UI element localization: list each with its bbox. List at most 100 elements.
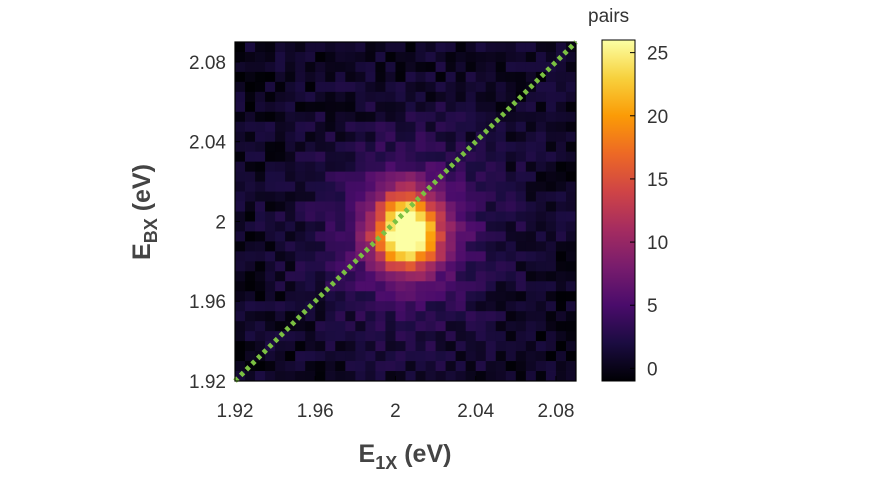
heatmap-cell — [515, 201, 527, 212]
heatmap-cell — [295, 101, 306, 113]
heatmap-cell — [295, 271, 306, 282]
heatmap-cell — [285, 231, 296, 242]
heatmap-cell — [265, 331, 276, 342]
heatmap-cell — [535, 251, 547, 262]
heatmap-cell — [415, 281, 426, 292]
heatmap-cell — [335, 42, 346, 53]
heatmap-cell — [525, 191, 537, 202]
heatmap-cell — [525, 181, 537, 192]
heatmap-cell — [435, 161, 447, 173]
heatmap-cell — [515, 271, 527, 282]
heatmap-cell — [415, 42, 426, 53]
heatmap-cell — [555, 141, 567, 153]
heatmap-cell — [265, 251, 276, 262]
heatmap-cell — [475, 171, 487, 182]
heatmap-cell — [495, 291, 507, 302]
heatmap-cell — [545, 151, 557, 163]
heatmap-cell — [415, 141, 426, 153]
heatmap-cell — [275, 51, 286, 63]
colorbar — [601, 39, 636, 382]
heatmap-cell — [255, 211, 266, 222]
heatmap-cell — [465, 42, 477, 53]
heatmap-cell — [495, 121, 507, 133]
heatmap-cell — [435, 42, 447, 53]
heatmap-cell — [335, 231, 346, 242]
heatmap-cell — [525, 291, 537, 302]
heatmap-cell — [475, 311, 487, 322]
heatmap-cell — [405, 61, 416, 73]
heatmap-cell — [555, 371, 567, 382]
heatmap-cell — [375, 201, 386, 212]
heatmap-cell — [475, 61, 487, 73]
heatmap-cell — [495, 331, 507, 342]
heatmap-cell — [285, 301, 296, 312]
heatmap-cell — [415, 251, 426, 262]
heatmap-cell — [305, 161, 316, 173]
heatmap-cell — [415, 61, 426, 73]
heatmap-cell — [455, 221, 467, 232]
heatmap-cell — [525, 221, 537, 232]
heatmap-cell — [545, 171, 557, 182]
heatmap-cell — [265, 181, 276, 192]
heatmap-cell — [455, 131, 467, 143]
heatmap-cell — [345, 71, 356, 83]
heatmap-cell — [355, 271, 366, 282]
heatmap-cell — [255, 371, 266, 382]
heatmap-cell — [425, 171, 436, 182]
heatmap-cell — [405, 141, 416, 153]
heatmap-cell — [515, 161, 527, 173]
heatmap-cell — [255, 311, 266, 322]
heatmap-cell — [285, 321, 296, 332]
heatmap-cell — [435, 221, 447, 232]
heatmap-cell — [265, 271, 276, 282]
heatmap-cell — [435, 141, 447, 153]
heatmap-cell — [495, 181, 507, 192]
heatmap-cell — [415, 51, 426, 63]
heatmap-cell — [285, 111, 296, 123]
heatmap-cell — [365, 371, 376, 382]
heatmap-cell — [265, 131, 276, 143]
heatmap-cell — [565, 61, 577, 73]
heatmap-cell — [425, 231, 436, 242]
heatmap-cell — [355, 281, 366, 292]
heatmap-cell — [435, 361, 447, 372]
heatmap-cell — [235, 151, 246, 163]
heatmap-cell — [245, 171, 256, 182]
heatmap-cell — [265, 321, 276, 332]
heatmap-cell — [405, 301, 416, 312]
heatmap-cell — [245, 161, 256, 173]
heatmap-cell — [455, 161, 467, 173]
colorbar-tick-label: 15 — [647, 170, 668, 191]
heatmap-cell — [355, 221, 366, 232]
heatmap-cell — [455, 331, 467, 342]
heatmap-cell — [285, 171, 296, 182]
heatmap-cell — [445, 251, 457, 262]
heatmap-cell — [555, 231, 567, 242]
heatmap-cell — [425, 351, 436, 362]
heatmap-cell — [415, 121, 426, 133]
heatmap-cell — [545, 81, 557, 93]
heatmap-cell — [325, 101, 336, 113]
heatmap-cell — [285, 241, 296, 252]
heatmap-cell — [525, 351, 537, 362]
heatmap-cell — [285, 341, 296, 352]
heatmap-cell — [365, 111, 376, 123]
heatmap-cell — [355, 91, 366, 103]
heatmap-cell — [545, 181, 557, 192]
heatmap-cell — [395, 331, 406, 342]
heatmap-cell — [555, 131, 567, 143]
heatmap-cell — [335, 201, 346, 212]
heatmap-cell — [435, 131, 447, 143]
heatmap-cell — [475, 371, 487, 382]
heatmap-cell — [335, 221, 346, 232]
heatmap-cell — [355, 231, 366, 242]
heatmap-cell — [515, 321, 527, 332]
heatmap-cell — [545, 121, 557, 133]
heatmap-cell — [515, 261, 527, 272]
heatmap-cell — [315, 371, 326, 382]
heatmap-cell — [545, 201, 557, 212]
heatmap-cell — [295, 201, 306, 212]
heatmap-cell — [275, 321, 286, 332]
heatmap-cell — [395, 301, 406, 312]
heatmap-cell — [455, 281, 467, 292]
